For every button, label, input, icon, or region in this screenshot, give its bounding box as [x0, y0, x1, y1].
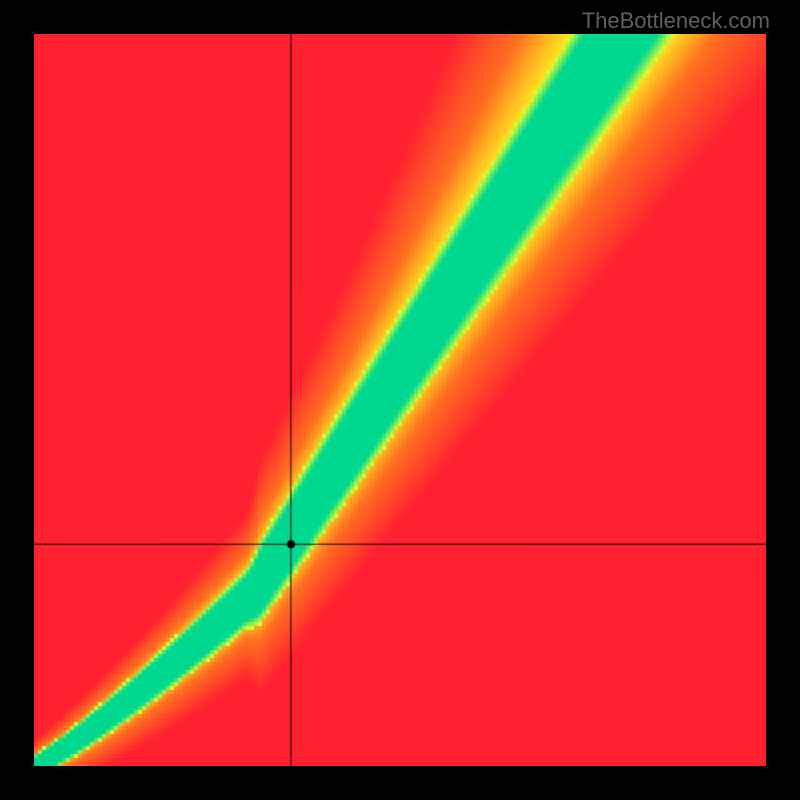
heatmap-canvas	[34, 34, 766, 766]
heatmap-chart	[34, 34, 766, 766]
watermark-text: TheBottleneck.com	[582, 8, 770, 34]
